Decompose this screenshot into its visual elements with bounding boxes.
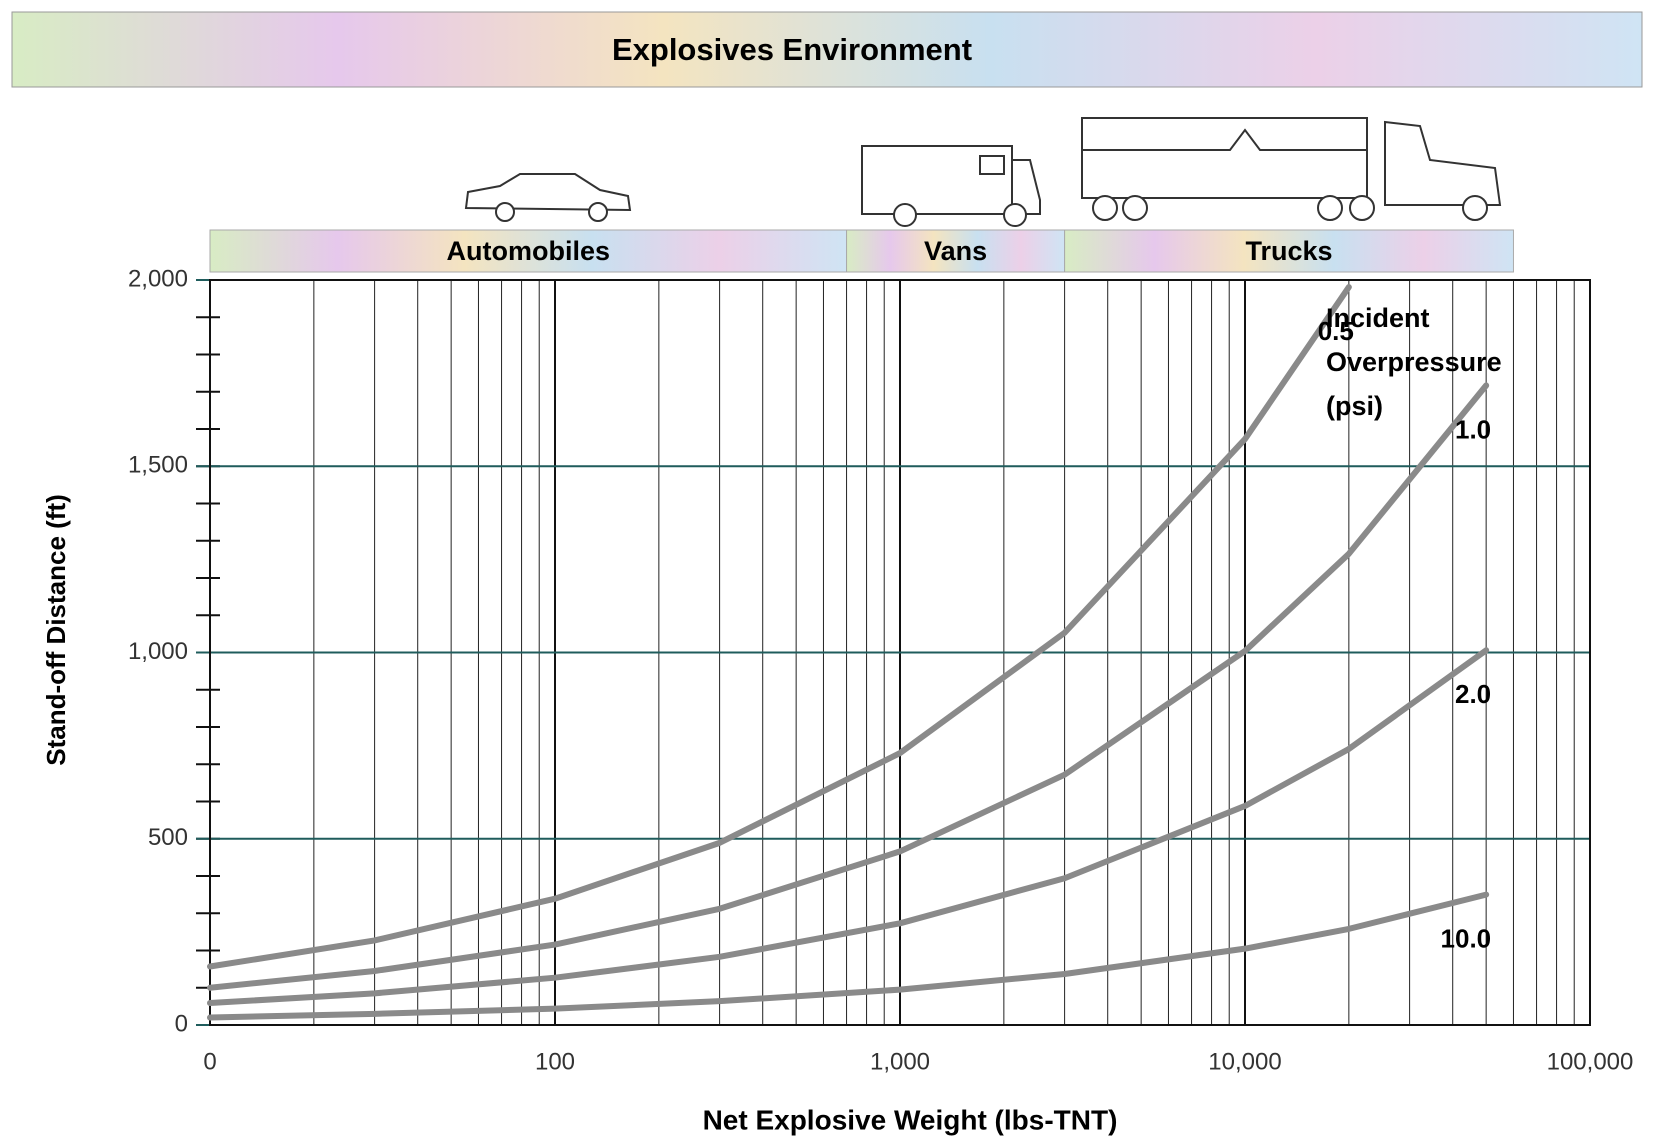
band-label: Trucks (1246, 236, 1333, 266)
legend-title: (psi) (1326, 391, 1383, 421)
x-tick-label: 100,000 (1547, 1048, 1634, 1075)
legend-title: Incident (1326, 303, 1430, 333)
series-label: 10.0 (1441, 924, 1492, 954)
truck-icon (1082, 118, 1500, 220)
chart-title: Explosives Environment (612, 32, 972, 67)
y-tick-label: 500 (148, 824, 188, 851)
x-tick-label: 10,000 (1208, 1048, 1281, 1075)
band-label: Vans (924, 236, 987, 266)
x-tick-label: 100 (535, 1048, 575, 1075)
y-tick-label: 1,500 (128, 452, 188, 479)
y-tick-label: 2,000 (128, 265, 188, 292)
legend-title: Overpressure (1326, 347, 1502, 377)
series-label: 1.0 (1455, 414, 1491, 444)
page: Explosives Environment Stand-off Distanc… (0, 0, 1670, 1146)
chart: Explosives Environment Stand-off Distanc… (0, 0, 1670, 1146)
series-line (210, 895, 1486, 1018)
x-axis-label: Net Explosive Weight (lbs-TNT) (703, 1104, 1118, 1135)
van-icon (862, 146, 1040, 226)
x-tick-label: 0 (203, 1048, 216, 1075)
y-tick-label: 0 (175, 1010, 188, 1037)
series-line (210, 650, 1486, 1003)
x-tick-label: 1,000 (870, 1048, 930, 1075)
y-tick-label: 1,000 (128, 638, 188, 665)
series-line (210, 287, 1349, 966)
series-label: 2.0 (1455, 679, 1491, 709)
band-label: Automobiles (447, 236, 611, 266)
y-axis-label: Stand-off Distance (ft) (41, 494, 71, 766)
series-line (210, 385, 1486, 987)
car-icon (466, 174, 630, 221)
